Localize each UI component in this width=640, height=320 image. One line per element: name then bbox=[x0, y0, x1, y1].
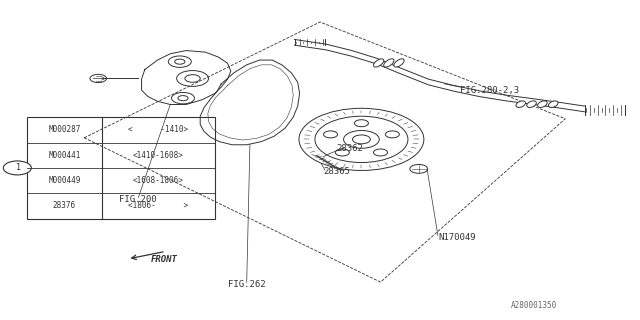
Text: <      -1410>: < -1410> bbox=[129, 125, 189, 134]
Circle shape bbox=[177, 70, 209, 86]
Circle shape bbox=[355, 120, 369, 127]
Text: 28376: 28376 bbox=[53, 202, 76, 211]
Circle shape bbox=[90, 74, 106, 83]
Circle shape bbox=[385, 131, 399, 138]
Text: 1: 1 bbox=[15, 164, 20, 172]
Ellipse shape bbox=[374, 59, 384, 67]
Text: M000287: M000287 bbox=[48, 125, 81, 134]
Text: FRONT: FRONT bbox=[151, 255, 178, 264]
Text: FIG.200: FIG.200 bbox=[119, 195, 157, 204]
Circle shape bbox=[175, 59, 185, 64]
FancyBboxPatch shape bbox=[27, 117, 215, 219]
Ellipse shape bbox=[516, 101, 525, 108]
Circle shape bbox=[410, 164, 428, 173]
Text: A280001350: A280001350 bbox=[511, 301, 557, 310]
Text: FIG.280-2,3: FIG.280-2,3 bbox=[460, 86, 519, 95]
Circle shape bbox=[168, 56, 191, 68]
Circle shape bbox=[172, 92, 195, 104]
Ellipse shape bbox=[538, 101, 547, 108]
Circle shape bbox=[323, 131, 337, 138]
Ellipse shape bbox=[394, 59, 404, 67]
Circle shape bbox=[185, 75, 200, 82]
Circle shape bbox=[178, 96, 188, 101]
Text: 28365: 28365 bbox=[323, 167, 350, 176]
Circle shape bbox=[344, 131, 380, 148]
Ellipse shape bbox=[384, 59, 394, 67]
Circle shape bbox=[374, 149, 388, 156]
Circle shape bbox=[315, 116, 408, 163]
Ellipse shape bbox=[527, 101, 536, 108]
Text: FIG.262: FIG.262 bbox=[228, 280, 265, 289]
Ellipse shape bbox=[548, 101, 558, 108]
Text: <1410-1608>: <1410-1608> bbox=[133, 151, 184, 160]
Text: M000441: M000441 bbox=[48, 151, 81, 160]
Circle shape bbox=[299, 108, 424, 171]
Circle shape bbox=[353, 135, 371, 144]
Circle shape bbox=[3, 161, 31, 175]
Text: N170049: N170049 bbox=[438, 233, 476, 242]
Text: 28362: 28362 bbox=[336, 144, 363, 153]
Text: M000449: M000449 bbox=[48, 176, 81, 185]
Text: <1608-1806>: <1608-1806> bbox=[133, 176, 184, 185]
Circle shape bbox=[335, 149, 349, 156]
Text: <1806-      >: <1806- > bbox=[129, 202, 189, 211]
